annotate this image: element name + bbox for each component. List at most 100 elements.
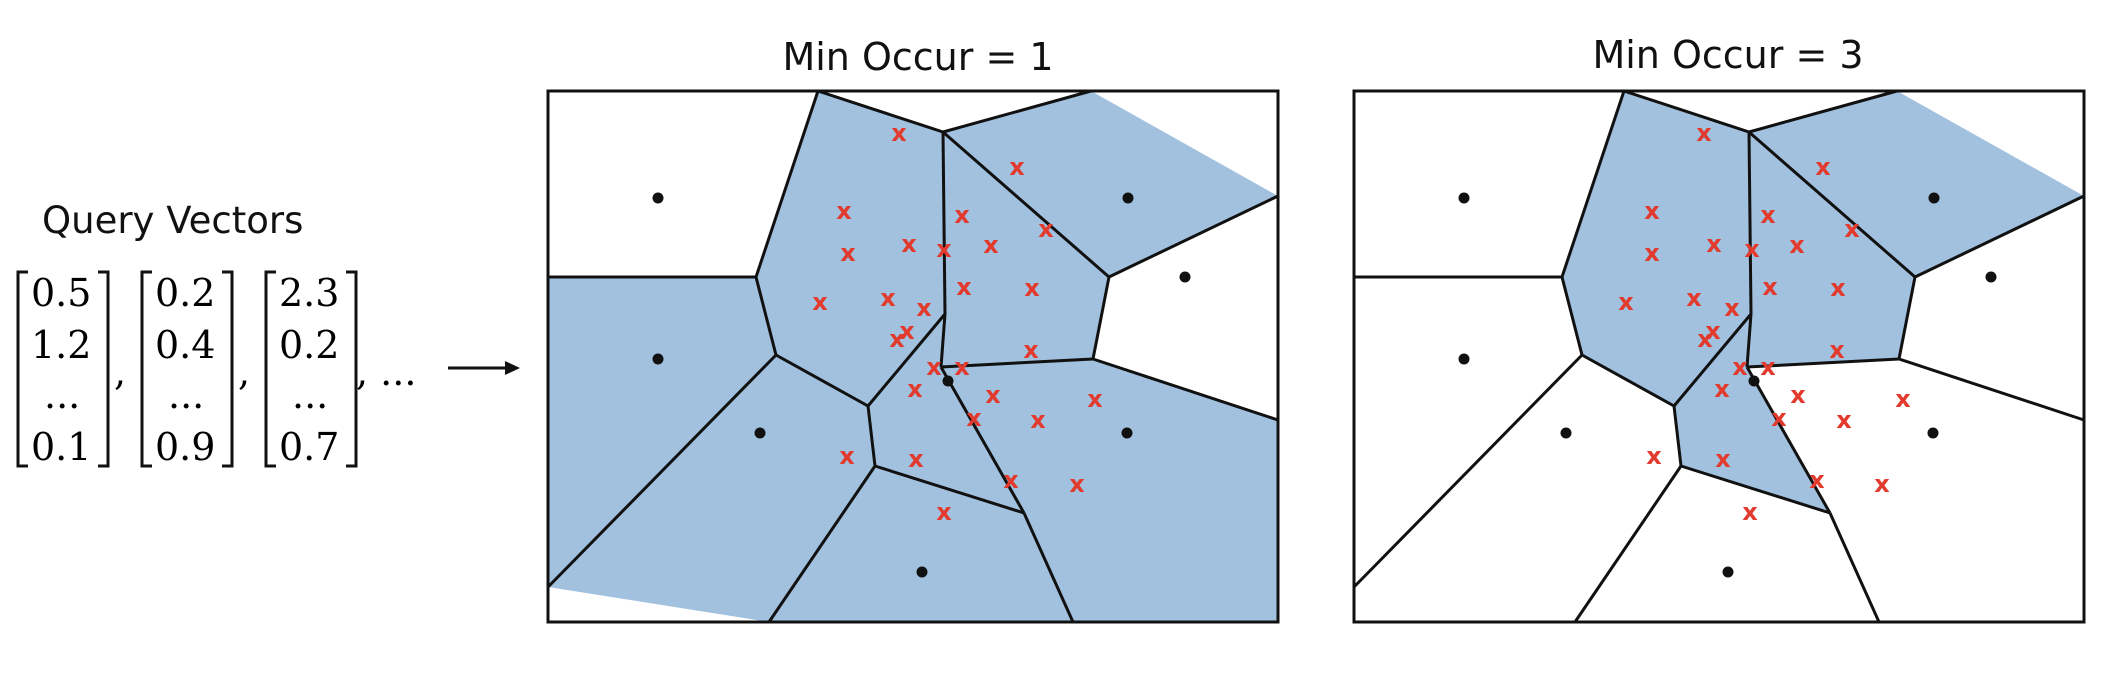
voronoi-edge	[767, 465, 877, 623]
query-x-mark: x	[1732, 353, 1748, 381]
selected-cell-c2	[1747, 91, 2084, 367]
centroid-dot	[1927, 427, 1939, 439]
voronoi-edge	[1897, 276, 1917, 360]
panel-2-frame	[1352, 89, 2086, 624]
voronoi-edge	[1091, 276, 1111, 360]
panel-2-centroids	[1458, 192, 1997, 578]
query-x-mark: x	[1030, 406, 1046, 434]
panel-2-selected-cells	[1562, 91, 2084, 513]
selected-cell-c2	[941, 91, 1278, 367]
voronoi-edge	[939, 313, 947, 368]
bracket-right	[222, 270, 234, 468]
query-x-mark: x	[954, 353, 970, 381]
arrow-right-icon	[448, 361, 520, 375]
query-x-mark: x	[908, 445, 924, 473]
voronoi-edge	[866, 313, 947, 407]
centroid-dot	[1458, 353, 1470, 365]
query-x-mark: x	[1646, 442, 1662, 470]
selected-cell-c1	[756, 91, 945, 406]
query-x-mark: x	[889, 325, 905, 353]
vector-1-entry-1: 0.5	[31, 271, 91, 315]
voronoi-edge	[942, 89, 1092, 134]
selected-cell-c7	[1674, 314, 1830, 513]
voronoi-edge	[1560, 90, 1626, 278]
query-x-mark: x	[936, 235, 952, 263]
centroid-dot	[916, 566, 928, 578]
query-x-mark: x	[956, 273, 972, 301]
query-x-mark: x	[1024, 274, 1040, 302]
vector-2-entry-2: 0.4	[155, 323, 215, 367]
query-x-mark: x	[1714, 375, 1730, 403]
voronoi-edge	[546, 353, 778, 589]
voronoi-edge	[1745, 313, 1753, 368]
separator-2: ,	[238, 350, 250, 394]
query-x-mark: x	[836, 197, 852, 225]
centroid-dot	[652, 192, 664, 204]
query-x-mark: x	[1790, 381, 1806, 409]
bracket-right	[98, 270, 110, 468]
query-x-mark: x	[1744, 235, 1760, 263]
query-x-mark: x	[899, 317, 915, 345]
query-x-mark: x	[1829, 336, 1845, 364]
voronoi-edge	[1352, 353, 1584, 589]
query-x-mark: x	[1706, 230, 1722, 258]
voronoi-edge	[1745, 366, 1832, 514]
vector-3-entry-2: 0.2	[279, 323, 339, 367]
centroid-dot	[1121, 427, 1133, 439]
centroid-dot	[1122, 192, 1134, 204]
query-x-mark: x	[983, 231, 999, 259]
query-x-mark: x	[1644, 197, 1660, 225]
query-x-mark: x	[1762, 273, 1778, 301]
vector-2-entry-3: ...	[168, 373, 204, 417]
panel-1-title: Min Occur = 1	[782, 35, 1053, 79]
voronoi-edge	[1672, 313, 1753, 407]
voronoi-edge	[1581, 353, 1675, 408]
voronoi-edge	[1092, 357, 1279, 422]
vector-1-entry-4: 0.1	[31, 425, 91, 469]
panel-1-voronoi-edges	[546, 89, 1279, 623]
voronoi-edge	[941, 131, 947, 315]
selected-cell-c8	[941, 359, 1278, 622]
voronoi-edge	[1560, 276, 1584, 356]
voronoi-edge	[1748, 130, 1916, 279]
voronoi-edge	[1623, 89, 1750, 134]
centroid-dot	[1560, 427, 1572, 439]
voronoi-edge	[1022, 512, 1075, 623]
vector-2-entry-4: 0.9	[155, 425, 215, 469]
vector-1-entry-3: ...	[44, 373, 80, 417]
voronoi-edge	[1680, 464, 1831, 515]
query-x-mark: x	[1789, 231, 1805, 259]
query-x-mark: x	[1742, 498, 1758, 526]
panel-2-title: Min Occur = 3	[1592, 33, 1863, 77]
voronoi-edge	[1573, 465, 1683, 623]
voronoi-edge	[775, 353, 869, 408]
panel-2-voronoi-edges	[1352, 89, 2085, 623]
centroid-dot	[1722, 566, 1734, 578]
query-x-mark: x	[1809, 466, 1825, 494]
voronoi-edge	[1746, 357, 1900, 369]
vector-3-entry-3: ...	[292, 373, 328, 417]
voronoi-edge	[1898, 357, 2085, 422]
query-x-mark: x	[1836, 406, 1852, 434]
vector-1-entry-2: 1.2	[31, 323, 91, 367]
centroid-dot	[652, 353, 664, 365]
selected-cell-c6	[548, 277, 875, 622]
centroid-dot	[1458, 192, 1470, 204]
voronoi-edge	[874, 464, 1025, 515]
query-x-mark: x	[880, 284, 896, 312]
vector-3-entry-4: 0.7	[279, 425, 339, 469]
query-x-mark: x	[1087, 385, 1103, 413]
query-x-mark: x	[1038, 215, 1054, 243]
query-x-mark: x	[1830, 274, 1846, 302]
voronoi-edge	[754, 276, 778, 356]
trailing-ellipsis: , ...	[356, 350, 416, 394]
query-x-mark: x	[901, 230, 917, 258]
separator-1: ,	[114, 350, 126, 394]
query-x-mark: x	[1895, 385, 1911, 413]
query-x-mark: x	[1771, 404, 1787, 432]
